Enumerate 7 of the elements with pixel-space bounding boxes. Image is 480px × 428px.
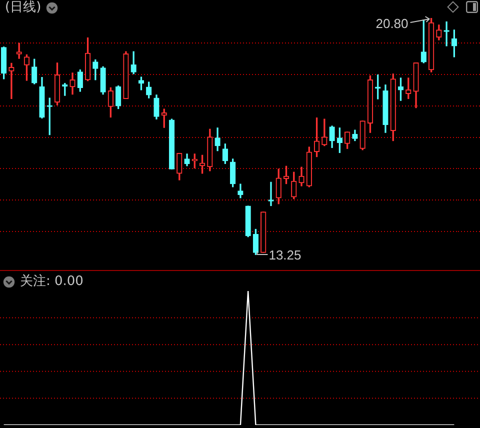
candlestick [444, 21, 450, 46]
chart-title: (日线) [5, 0, 42, 15]
candlestick [8, 62, 14, 100]
annotation: 20.80 [376, 16, 408, 32]
annotation: 13.25 [268, 248, 302, 263]
candlestick [268, 182, 274, 206]
chart-title: 关注: 0.00 [20, 274, 84, 289]
